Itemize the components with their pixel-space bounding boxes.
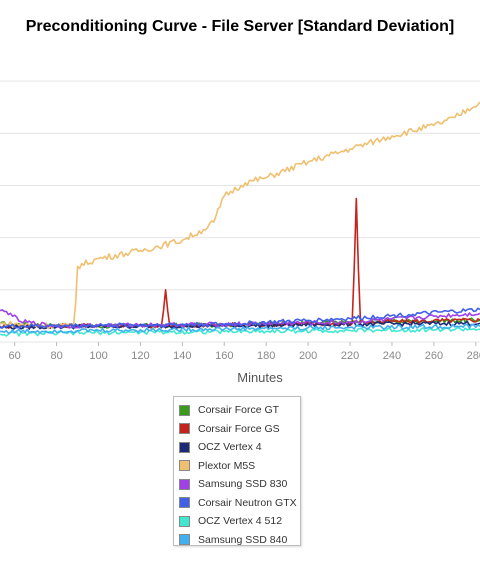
x-tick-label: 220: [341, 350, 359, 362]
x-tick-label: 140: [173, 350, 191, 362]
x-tick-label: 200: [299, 350, 317, 362]
series-line-ocz-vertex-4-512: [0, 326, 480, 337]
legend-item[interactable]: OCZ Vertex 4 512: [174, 512, 300, 531]
x-tick-label: 160: [215, 350, 233, 362]
series-line-plextor-m5s: [0, 101, 480, 330]
x-tick-label: 80: [50, 350, 62, 362]
legend-item[interactable]: Corsair Neutron GTX: [174, 494, 300, 513]
gridlines: [0, 80, 480, 343]
legend-item[interactable]: Samsung SSD 840: [174, 531, 300, 550]
series-line-corsair-neutron-gtx: [0, 307, 480, 329]
x-axis-ticks: 60 80 100 120 140 160 180 200 220 240 260 280: [9, 342, 480, 362]
legend-label: Corsair Neutron GTX: [198, 496, 297, 509]
legend-label: OCZ Vertex 4 512: [198, 515, 283, 528]
series-line-corsair-force-gs: [0, 197, 480, 329]
x-tick-label: 60: [9, 350, 21, 362]
x-tick-label: 280: [467, 350, 480, 362]
legend-item[interactable]: Plextor M5S: [174, 457, 300, 476]
legend-item[interactable]: Corsair Force GT: [174, 401, 300, 420]
legend-swatch: [179, 460, 190, 472]
legend-swatch: [179, 534, 190, 546]
legend: Corsair Force GT Corsair Force GS OCZ Vert…: [173, 396, 301, 546]
legend-label: Corsair Force GS: [198, 422, 280, 435]
legend-label: Samsung SSD 840: [198, 533, 288, 546]
legend-swatch: [179, 441, 190, 453]
legend-swatch: [179, 478, 190, 490]
legend-item[interactable]: Corsair Force GS: [174, 420, 300, 439]
legend-item[interactable]: OCZ Vertex 4: [174, 438, 300, 457]
series-line-ocz-vertex-4: [0, 320, 480, 330]
series-lines: [0, 101, 480, 337]
legend-swatch: [179, 423, 190, 435]
legend-label: Samsung SSD 830: [198, 478, 288, 491]
series-line-samsung-ssd-840: [0, 323, 480, 335]
x-tick-label: 260: [425, 350, 443, 362]
chart-plot-area: 60 80 100 120 140 160 180 200 220 240 260 280 Minut…: [0, 80, 480, 385]
legend-swatch: [179, 404, 190, 416]
legend-item[interactable]: Samsung SSD 830: [174, 475, 300, 494]
x-tick-label: 240: [383, 350, 401, 362]
x-tick-label: 100: [89, 350, 107, 362]
legend-label: Plextor M5S: [198, 459, 256, 472]
x-axis-label: Minutes: [237, 370, 283, 385]
legend-label: OCZ Vertex 4: [198, 441, 262, 454]
legend-label: Corsair Force GT: [198, 404, 280, 417]
legend-swatch: [179, 497, 190, 509]
legend-swatch: [179, 515, 190, 527]
x-tick-label: 120: [131, 350, 149, 362]
chart-title: Preconditioning Curve - File Server [Sta…: [25, 18, 455, 35]
x-tick-label: 180: [257, 350, 275, 362]
